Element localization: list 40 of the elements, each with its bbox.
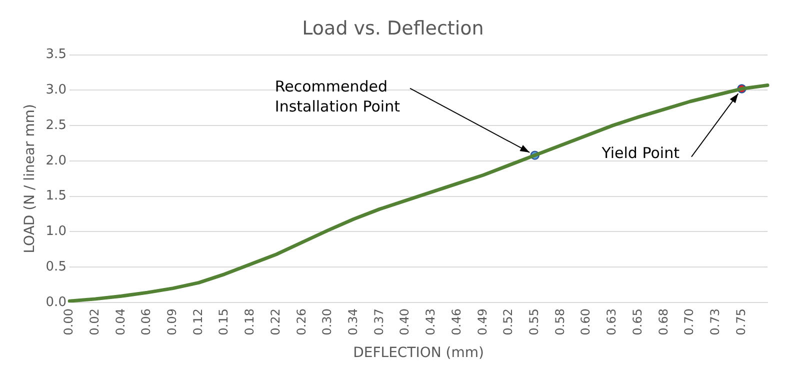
annotation: Recommended Installation Point: [274, 78, 400, 116]
x-tick-label: 0.34: [346, 308, 360, 336]
x-tick-label: 0.75: [734, 308, 748, 336]
x-tick-label: 0.26: [294, 308, 308, 336]
x-tick-label: 0.18: [242, 308, 257, 336]
y-tick-label: 1.0: [46, 224, 66, 240]
x-axis-title: DEFLECTION (mm): [353, 345, 484, 362]
x-tick-label: 0.55: [527, 308, 542, 336]
y-tick-label: 2.5: [46, 118, 66, 133]
x-tick-label: 0.49: [475, 308, 490, 336]
y-tick-label: 0.5: [46, 259, 66, 274]
x-tick-label: 0.12: [190, 308, 205, 336]
x-tick-label: 0.00: [62, 308, 76, 336]
x-tick-label: 0.70: [682, 308, 696, 336]
x-tick-label: 0.58: [552, 308, 567, 336]
y-tick-label: 0.0: [46, 294, 66, 310]
x-tick-label: 0.63: [604, 308, 619, 336]
annotation: Yield Point: [600, 144, 680, 162]
x-tick-label: 0.52: [501, 308, 516, 336]
x-tick-label: 0.15: [216, 308, 231, 336]
y-tick-label: 1.5: [46, 188, 66, 204]
x-tick-label: 0.68: [656, 308, 670, 336]
x-tick-label: 0.73: [708, 308, 722, 336]
x-tick-label: 0.09: [165, 308, 180, 336]
x-tick-label: 0.06: [139, 308, 154, 336]
y-tick-label: 3.0: [46, 82, 66, 98]
y-tick-label: 3.5: [46, 47, 66, 62]
x-tick-label: 0.37: [372, 308, 386, 336]
chart-title: Load vs. Deflection: [302, 17, 484, 40]
x-tick-label: 0.46: [449, 308, 464, 336]
x-tick-label: 0.43: [424, 308, 438, 336]
x-tick-label: 0.02: [87, 308, 102, 336]
x-tick-label: 0.65: [630, 308, 644, 336]
x-tick-label: 0.40: [398, 308, 412, 336]
x-tick-label: 0.04: [113, 308, 128, 336]
y-axis-title: LOAD (N / linear mm): [22, 104, 38, 254]
x-tick-label: 0.22: [268, 308, 282, 336]
y-tick-label: 2.0: [46, 153, 66, 168]
x-tick-label: 0.30: [320, 308, 334, 336]
x-tick-label: 0.60: [578, 308, 593, 336]
